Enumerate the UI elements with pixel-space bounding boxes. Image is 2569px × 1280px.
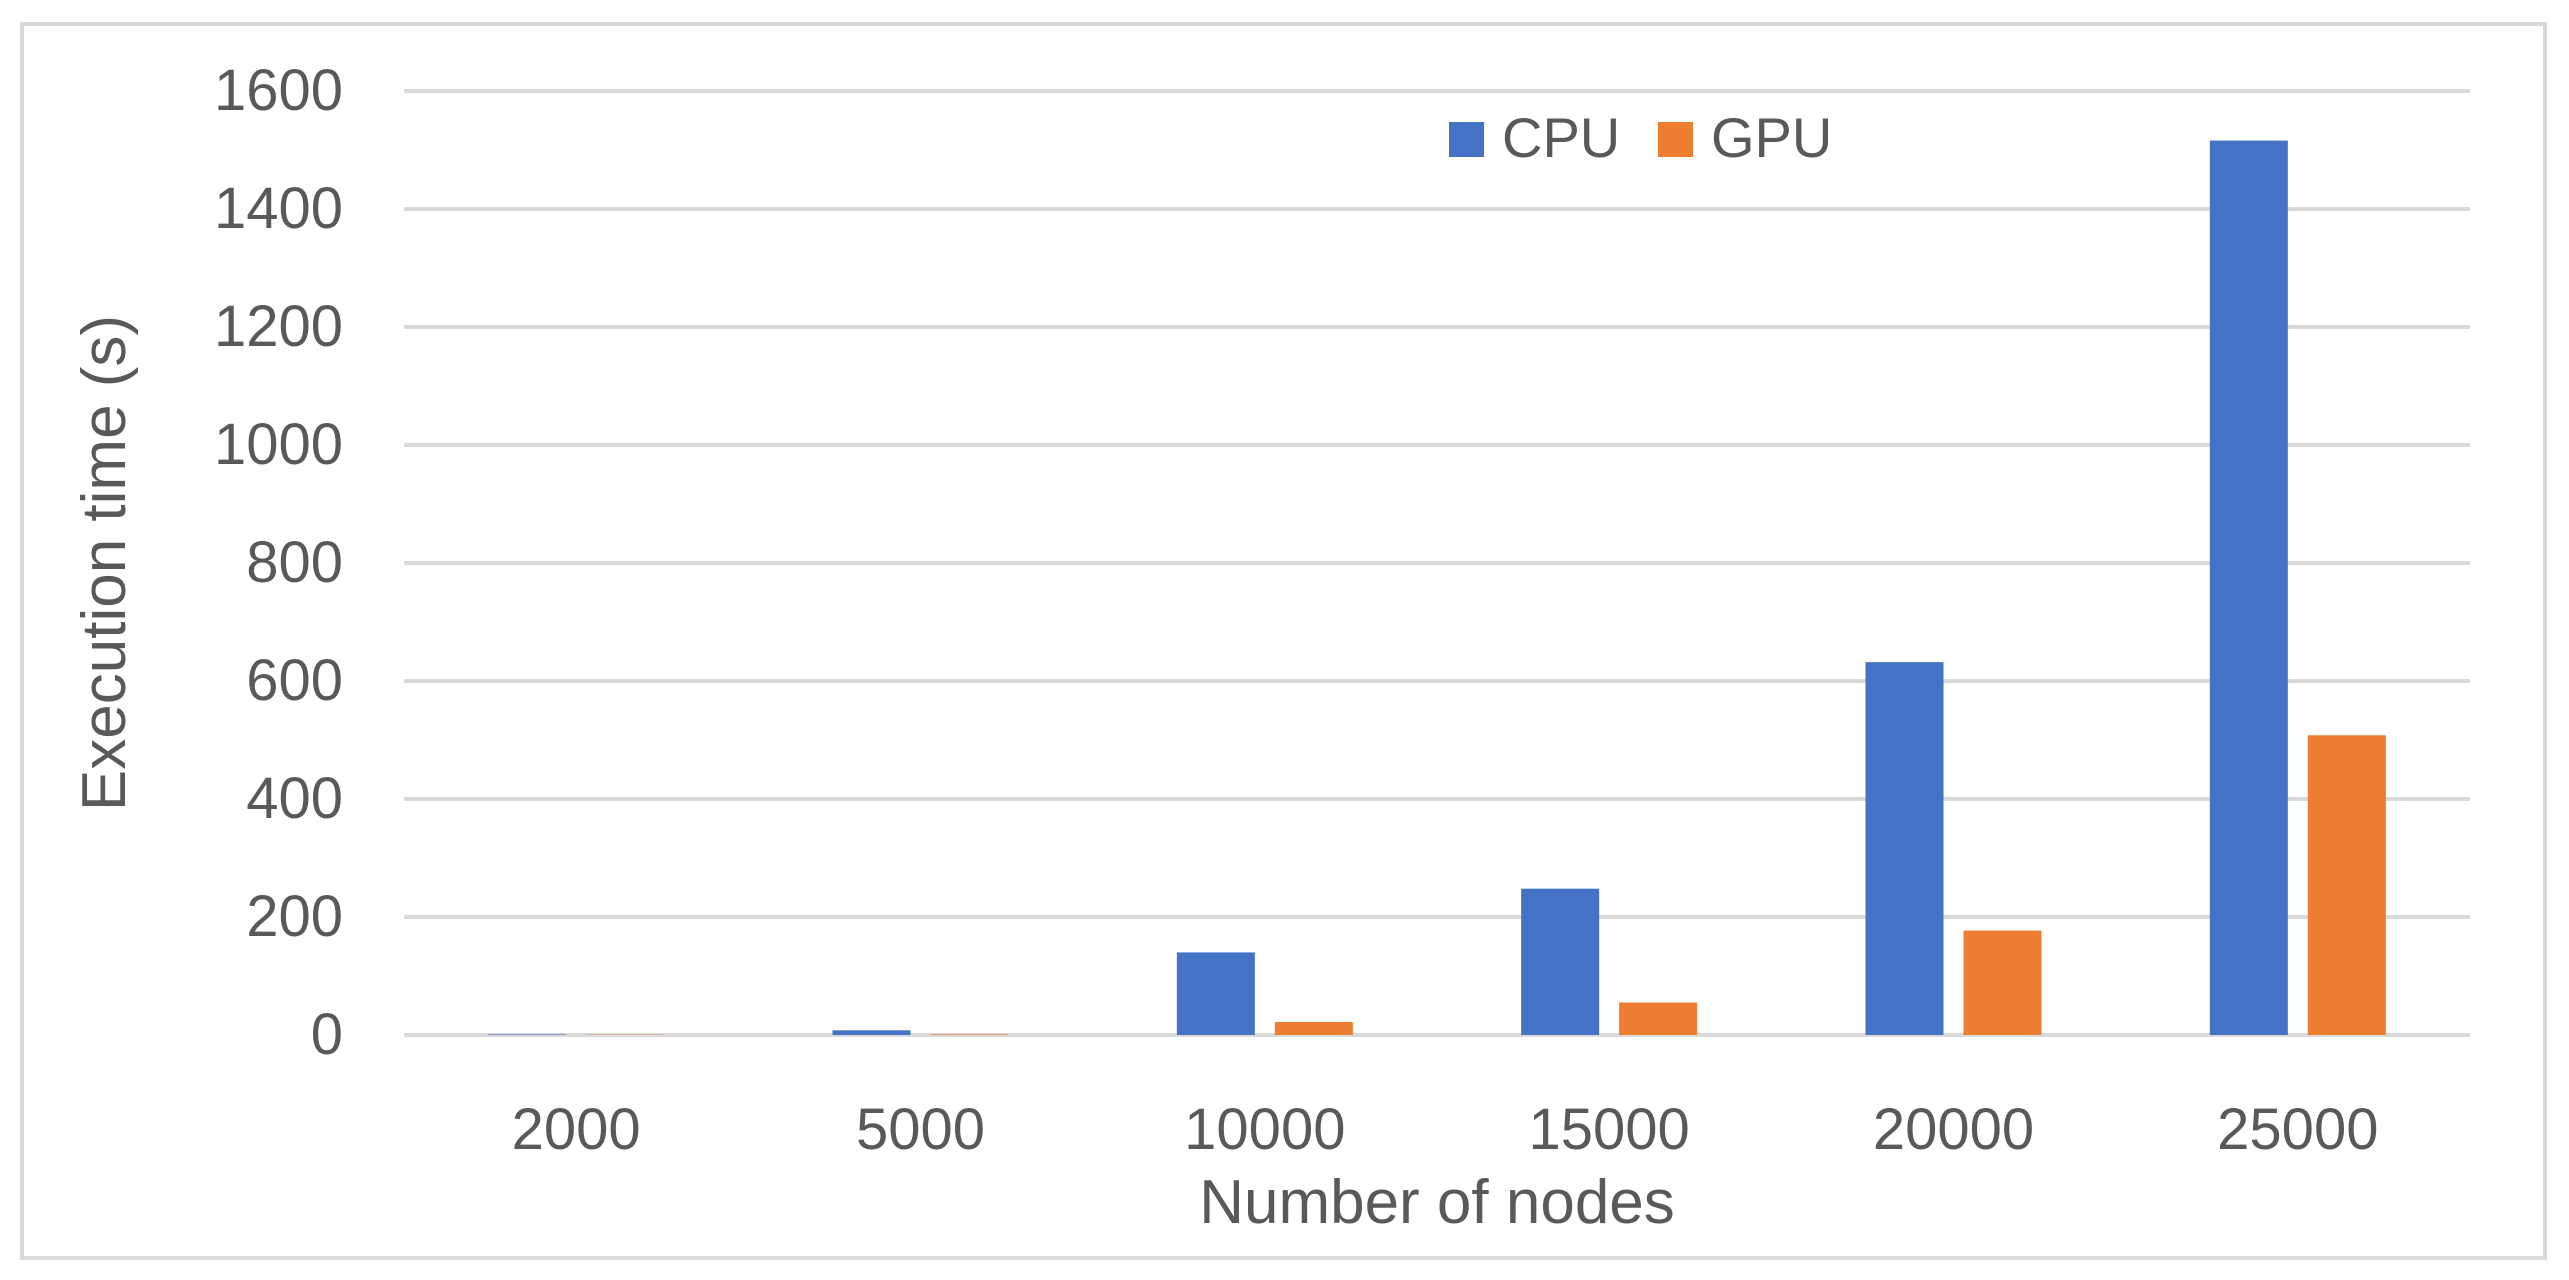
bar-cpu-2000 (488, 1034, 567, 1035)
bar-cpu-20000 (1865, 662, 1944, 1035)
y-tick-label: 200 (246, 884, 343, 949)
gridlines (404, 89, 2470, 1037)
y-tick-label: 1600 (214, 58, 343, 123)
bar-gpu-10000 (1274, 1022, 1353, 1035)
y-tick-label: 800 (246, 530, 343, 595)
chart-frame (20, 22, 2547, 1260)
legend-label-gpu: GPU (1711, 106, 1832, 169)
bar-gpu-20000 (1963, 930, 2042, 1035)
y-tick-label: 1200 (214, 294, 343, 359)
bar-cpu-10000 (1176, 952, 1255, 1035)
bars (488, 140, 2386, 1035)
bar-cpu-25000 (2209, 140, 2288, 1035)
legend-swatch-cpu (1449, 122, 1484, 157)
y-axis-ticks: 0 200 400 600 800 1000 1200 1400 1600 (214, 58, 343, 1067)
y-tick-label: 0 (311, 1002, 343, 1067)
x-tick-label: 5000 (856, 1097, 985, 1162)
x-tick-label: 20000 (1873, 1097, 2034, 1162)
x-axis-label: Number of nodes (1199, 1168, 1675, 1237)
y-axis-label: Execution time (s) (70, 315, 139, 811)
legend-swatch-gpu (1658, 122, 1693, 157)
legend: CPU GPU (1449, 106, 1832, 169)
bar-gpu-5000 (930, 1034, 1009, 1035)
x-tick-label: 25000 (2217, 1097, 2378, 1162)
y-tick-label: 400 (246, 766, 343, 831)
bar-gpu-25000 (2307, 735, 2386, 1035)
x-tick-label: 2000 (512, 1097, 641, 1162)
bar-cpu-5000 (832, 1030, 911, 1035)
y-tick-label: 1400 (214, 176, 343, 241)
bar-gpu-15000 (1619, 1002, 1698, 1035)
y-tick-label: 1000 (214, 412, 343, 477)
x-tick-label: 15000 (1529, 1097, 1690, 1162)
bar-cpu-15000 (1521, 888, 1600, 1035)
y-tick-label: 600 (246, 648, 343, 713)
x-tick-label: 10000 (1184, 1097, 1345, 1162)
x-axis-ticks: 2000 5000 10000 15000 20000 25000 (512, 1097, 2379, 1162)
legend-label-cpu: CPU (1502, 106, 1620, 169)
